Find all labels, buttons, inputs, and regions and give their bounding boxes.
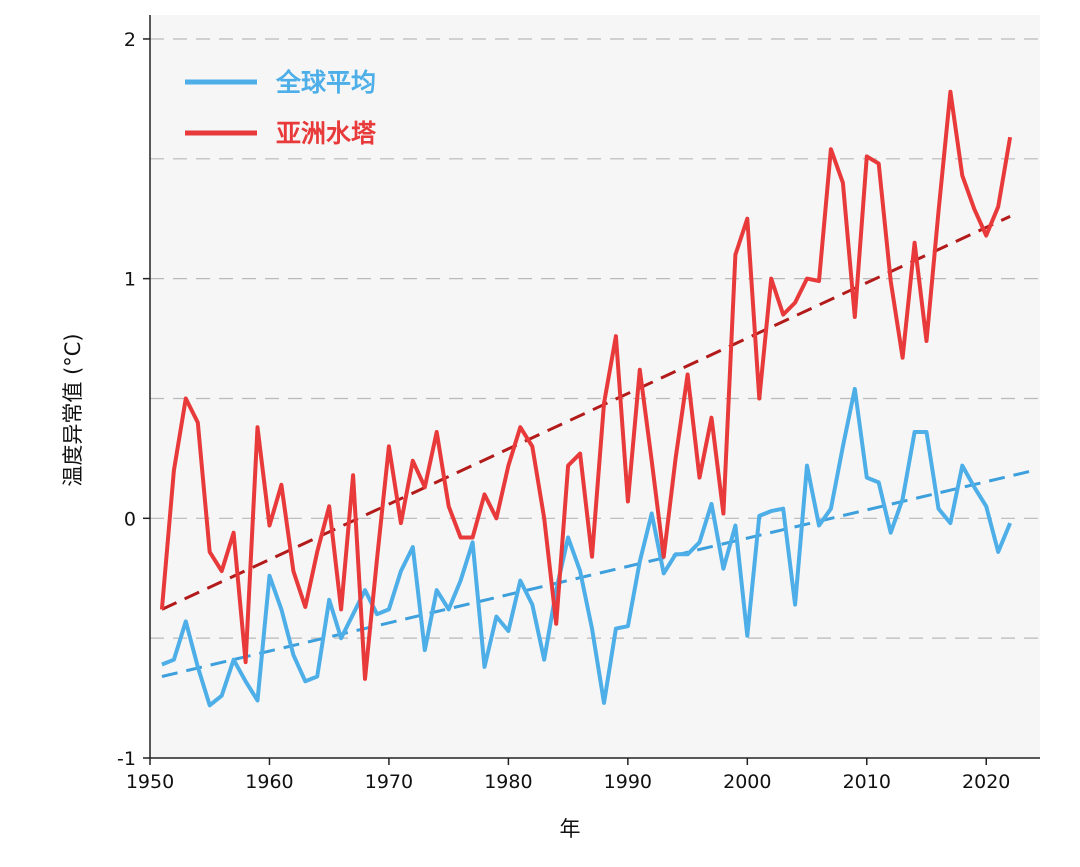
x-tick-label: 2010 (843, 771, 891, 793)
axes (149, 15, 1040, 759)
y-tick-label: 1 (124, 269, 136, 291)
trend-lines (161, 214, 1035, 678)
x-axis-title: 年 (560, 817, 581, 841)
data-series (159, 89, 1013, 708)
legend-label: 亚洲水塔 (276, 119, 377, 148)
x-tick-label: 1960 (245, 771, 293, 793)
series-line (161, 386, 1012, 708)
x-tick-label: 1950 (126, 771, 174, 793)
y-tick-label: -1 (117, 748, 136, 770)
x-tick-label: 1990 (604, 771, 652, 793)
y-ticks: -1 0 1 2 (117, 29, 150, 770)
x-ticks: 1950 1960 1970 1980 1990 2000 2010 2020 (126, 758, 1010, 793)
x-tick-label: 1980 (484, 771, 532, 793)
series-line (159, 89, 1013, 681)
plot-area (150, 15, 1040, 758)
x-tick-label: 2000 (723, 771, 771, 793)
legend-label: 全球平均 (275, 68, 376, 97)
x-tick-label: 2020 (962, 771, 1010, 793)
y-tick-label: 2 (124, 29, 136, 51)
y-axis-title: 温度异常值 (°C) (61, 333, 85, 486)
y-tick-label: 0 (124, 508, 136, 530)
trend-line (161, 214, 1011, 611)
x-tick-label: 1970 (365, 771, 413, 793)
